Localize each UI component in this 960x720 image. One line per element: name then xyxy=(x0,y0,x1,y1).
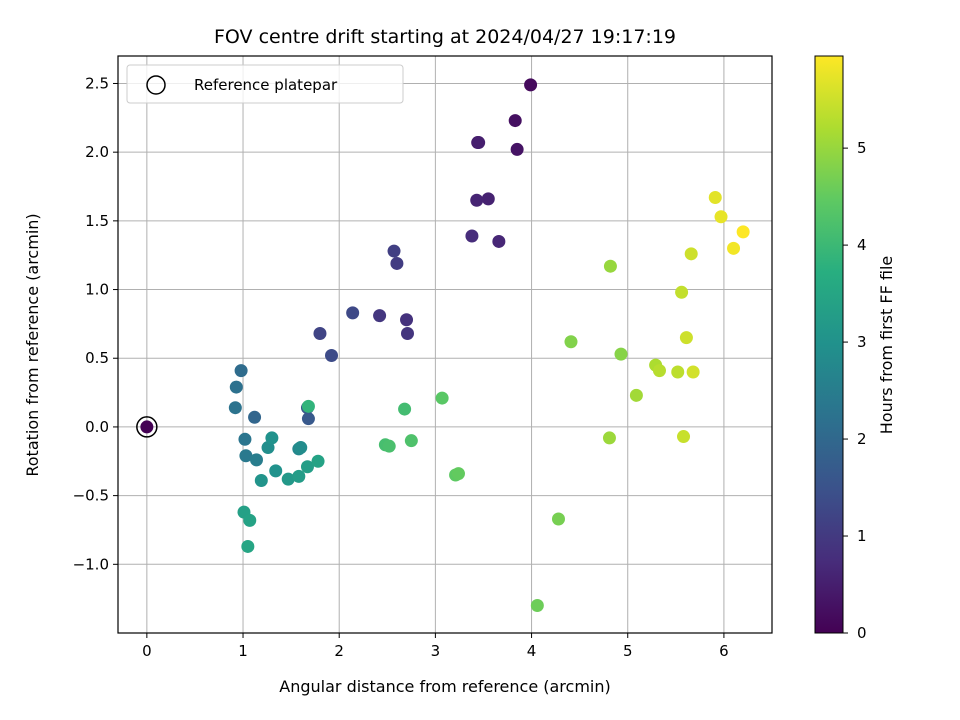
scatter-point xyxy=(684,247,698,261)
y-tick-label: 2.0 xyxy=(85,143,109,161)
scatter-point xyxy=(294,441,308,455)
scatter-point xyxy=(727,241,741,255)
y-tick-label: 0.5 xyxy=(85,349,109,367)
colorbar: 0 1 2 3 4 5 Hours from first FF file xyxy=(814,55,896,642)
scatter-point xyxy=(400,327,414,341)
scatter-point xyxy=(470,193,484,207)
scatter-point xyxy=(254,474,268,488)
y-tick-label: 0.0 xyxy=(85,418,109,436)
x-tick-label: 6 xyxy=(719,642,729,660)
scatter-point xyxy=(301,399,315,413)
scatter-point xyxy=(292,469,306,483)
y-tick-label: −1.0 xyxy=(73,555,109,573)
scatter-point xyxy=(530,599,544,613)
scatter-point xyxy=(281,472,295,486)
scatter-point xyxy=(614,347,628,361)
scatter-point xyxy=(629,388,643,402)
colorbar-tick-label: 5 xyxy=(857,139,867,157)
scatter-point xyxy=(675,285,689,299)
scatter-point xyxy=(465,229,479,243)
scatter-point xyxy=(400,313,414,327)
legend: Reference platepar xyxy=(126,64,404,104)
scatter-point xyxy=(510,142,524,156)
colorbar-ticks: 0 1 2 3 4 5 xyxy=(843,139,867,642)
scatter-point xyxy=(551,512,565,526)
grid-layer xyxy=(118,56,772,633)
y-tick-label: −0.5 xyxy=(73,487,109,505)
scatter-point xyxy=(603,259,617,273)
x-tick-label: 2 xyxy=(334,642,344,660)
y-tick-label: 1.5 xyxy=(85,212,109,230)
y-tick-label: 1.0 xyxy=(85,281,109,299)
scatter-point xyxy=(382,439,396,453)
scatter-point xyxy=(234,364,248,378)
y-axis-label: Rotation from reference (arcmin) xyxy=(23,213,42,476)
colorbar-tick-label: 3 xyxy=(857,333,867,351)
scatter-point xyxy=(508,114,522,128)
scatter-point xyxy=(564,335,578,349)
scatter-point xyxy=(677,430,691,444)
x-axis-label: Angular distance from reference (arcmin) xyxy=(279,677,610,696)
scatter-point xyxy=(228,401,242,415)
scatter-point xyxy=(451,467,465,481)
scatter-point xyxy=(387,244,401,258)
scatter-point xyxy=(265,431,279,445)
scatter-point xyxy=(325,348,339,362)
scatter-point xyxy=(472,136,486,150)
legend-marker-icon xyxy=(146,75,166,95)
scatter-point xyxy=(524,78,538,92)
scatter-point xyxy=(390,256,404,270)
x-tick-label: 0 xyxy=(142,642,152,660)
scatter-point xyxy=(311,454,325,468)
legend-box xyxy=(126,64,404,104)
scatter-point xyxy=(300,460,314,474)
scatter-point xyxy=(736,225,750,239)
scatter-point xyxy=(671,365,685,379)
scatter-point xyxy=(492,234,506,248)
scatter-point xyxy=(602,431,616,445)
scatter-point xyxy=(686,365,700,379)
colorbar-tick-label: 2 xyxy=(857,430,867,448)
colorbar-label: Hours from first FF file xyxy=(877,256,896,435)
scatter-point xyxy=(481,192,495,206)
colorbar-tick-label: 4 xyxy=(857,236,867,254)
scatter-point xyxy=(239,449,253,463)
scatter-point xyxy=(229,380,243,394)
scatter-point xyxy=(435,391,449,405)
scatter-point xyxy=(301,412,315,426)
scatter-point xyxy=(243,513,257,527)
colorbar-tick-label: 0 xyxy=(857,624,867,642)
scatter-point xyxy=(404,434,418,448)
colorbar-tick-label: 1 xyxy=(857,527,867,545)
scatter-point xyxy=(346,306,360,320)
scatter-point xyxy=(248,410,262,424)
scatter-point xyxy=(652,364,666,378)
scatter-point xyxy=(238,432,252,446)
scatter-point xyxy=(241,539,255,553)
scatter-point xyxy=(373,309,387,323)
x-tick-label: 1 xyxy=(238,642,248,660)
points-layer xyxy=(140,78,750,613)
reference-layer xyxy=(136,416,158,438)
legend-entry: Reference platepar xyxy=(194,76,338,94)
plot-frame xyxy=(117,55,773,634)
reference-platepar-marker xyxy=(136,416,158,438)
scatter-point xyxy=(140,420,154,434)
chart-title: FOV centre drift starting at 2024/04/27 … xyxy=(214,26,676,48)
scatter-point xyxy=(714,210,728,224)
scatter-point xyxy=(679,331,693,345)
tick-layer: 0 1 2 3 4 5 6 −1.0 −0.5 0.0 0.5 1.0 1.5 2.0 2.5 xyxy=(73,74,729,660)
x-tick-label: 4 xyxy=(527,642,537,660)
y-tick-label: 2.5 xyxy=(85,74,109,92)
scatter-point xyxy=(249,453,263,467)
scatter-point xyxy=(269,464,283,478)
scatter-point xyxy=(398,402,412,416)
colorbar-gradient xyxy=(814,55,844,634)
scatter-point xyxy=(313,327,327,341)
x-tick-label: 5 xyxy=(623,642,633,660)
scatter-point xyxy=(708,191,722,205)
x-tick-label: 3 xyxy=(431,642,441,660)
